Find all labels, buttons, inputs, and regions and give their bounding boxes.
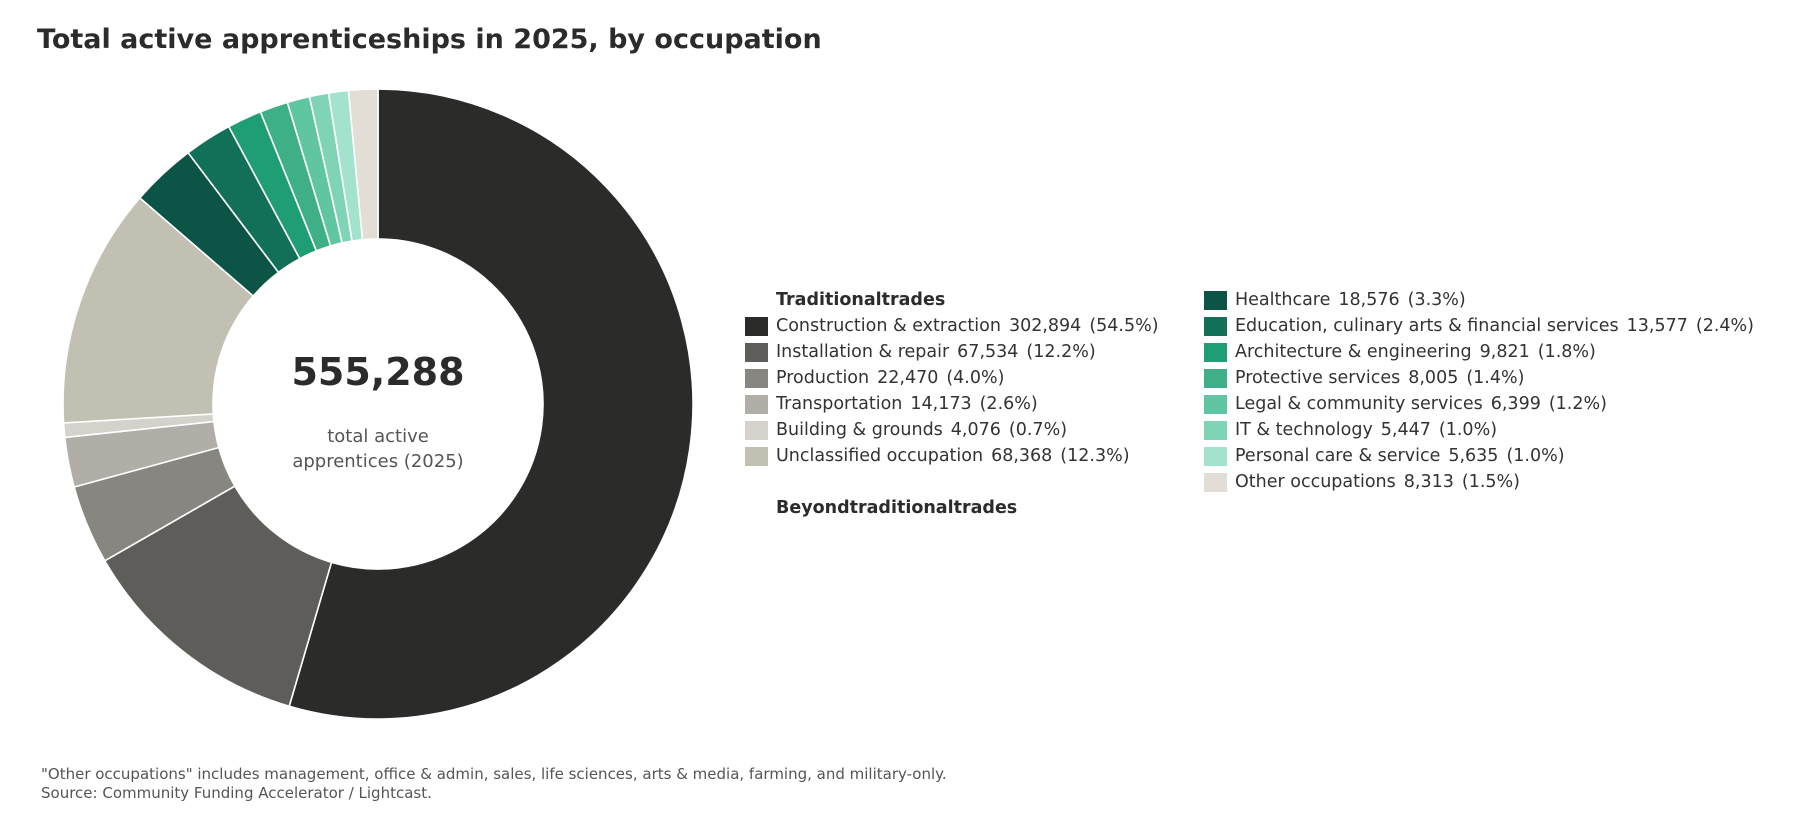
legend-value: 14,173 [910,394,972,414]
legend-label: Healthcare [1235,290,1331,310]
legend-label: Building & grounds [776,420,943,440]
legend-value: 4,076 [950,420,1001,440]
legend-beyond-traditional-trades: Healthcare 18,576 (3.3%) Education, culinar… [1204,287,1754,495]
legend-value: 8,005 [1408,368,1459,388]
legend-percent: (3.3%) [1407,290,1466,310]
legend-item: Personal care & service 5,635 (1.0%) [1204,443,1754,469]
legend-swatch [1204,368,1227,388]
legend-value: 302,894 [1008,316,1082,336]
legend-value: 13,577 [1626,316,1688,336]
legend-value: 8,313 [1403,472,1454,492]
legend-value: 5,635 [1448,446,1499,466]
legend-item: Other occupations 8,313 (1.5%) [1204,469,1754,495]
legend-percent: (54.5%) [1089,316,1159,336]
legend-value: 18,576 [1338,290,1400,310]
legend-label: Personal care & service [1235,446,1441,466]
center-label-line2: apprentices (2025) [292,451,463,472]
legend-percent: (1.0%) [1506,446,1565,466]
legend-percent: (1.0%) [1438,420,1498,440]
donut-slice [288,88,694,720]
donut-slice [62,196,255,424]
legend-percent: (1.5%) [1461,472,1520,492]
legend-label: Education, culinary arts & financial ser… [1235,316,1619,336]
donut-slice [103,485,333,708]
legend-value: 5,447 [1380,420,1431,440]
legend-item: Legal & community services 6,399 (1.2%) [1204,391,1754,417]
legend-percent: (12.2%) [1026,342,1096,362]
legend-swatch [1204,394,1227,414]
legend-value: 9,821 [1479,342,1530,362]
legend-label: Transportation [776,394,903,414]
legend-swatch [745,368,768,388]
chart-title: Total active apprenticeships in 2025, by… [37,24,822,55]
legend-swatch [1204,316,1227,336]
footnote-note: "Other occupations" includes management,… [41,765,947,783]
legend-percent: (0.7%) [1008,420,1068,440]
legend-item: Protective services 8,005 (1.4%) [1204,365,1754,391]
legend-percent: (4.0%) [946,368,1005,388]
legend-label: Construction & extraction [776,316,1001,336]
legend-percent: (2.6%) [979,394,1038,414]
legend-value: 67,534 [957,342,1019,362]
legend-value: 68,368 [991,446,1053,466]
legend-traditional-trades: Traditionaltrades Construction & extract… [745,287,1159,521]
legend-swatch [1204,290,1227,310]
center-label-line1: total active [327,426,429,447]
legend-label: Other occupations [1235,472,1396,492]
legend-value: 6,399 [1490,394,1541,414]
legend-label: Installation & repair [776,342,950,362]
legend-group-heading-beyond: Beyondtraditionaltrades [776,498,1018,518]
legend-item: Architecture & engineering 9,821 (1.8%) [1204,339,1754,365]
legend-swatch [1204,420,1227,440]
legend-percent: (12.3%) [1060,446,1130,466]
legend-item: Unclassified occupation 68,368 (12.3%) [745,443,1159,469]
legend-item: Healthcare 18,576 (3.3%) [1204,287,1754,313]
footnote-source: Source: Community Funding Accelerator / … [41,784,432,802]
legend-label: Unclassified occupation [776,446,984,466]
legend-item: Education, culinary arts & financial ser… [1204,313,1754,339]
legend-item: Transportation 14,173 (2.6%) [745,391,1159,417]
legend-label: Protective services [1235,368,1401,388]
legend-value: 22,470 [877,368,939,388]
legend-percent: (1.4%) [1466,368,1525,388]
legend-percent: (1.8%) [1537,342,1596,362]
footnote: "Other occupations" includes management,… [41,765,947,803]
legend-item: IT & technology 5,447 (1.0%) [1204,417,1754,443]
legend-swatch [745,394,768,414]
legend-percent: (1.2%) [1548,394,1607,414]
legend-item: Construction & extraction 302,894 (54.5%) [745,313,1159,339]
legend-item: Installation & repair 67,534 (12.2%) [745,339,1159,365]
legend-swatch [1204,342,1227,362]
legend-swatch [745,316,768,336]
legend-swatch [745,446,768,466]
donut-chart: 555,288 total active apprentices (2025) [62,88,694,720]
legend-swatch [1204,472,1227,492]
legend-item: Production 22,470 (4.0%) [745,365,1159,391]
legend-swatch [1204,446,1227,466]
legend-label: Legal & community services [1235,394,1483,414]
legend-item: Building & grounds 4,076 (0.7%) [745,417,1159,443]
legend-label: IT & technology [1235,420,1373,440]
legend-swatch [745,342,768,362]
legend-label: Production [776,368,870,388]
center-total-value: 555,288 [291,350,464,394]
donut-slice [347,88,379,241]
legend-percent: (2.4%) [1695,316,1755,336]
legend-group-heading-traditional: Traditionaltrades [776,290,946,310]
legend-label: Architecture & engineering [1235,342,1472,362]
legend-swatch [745,420,768,440]
